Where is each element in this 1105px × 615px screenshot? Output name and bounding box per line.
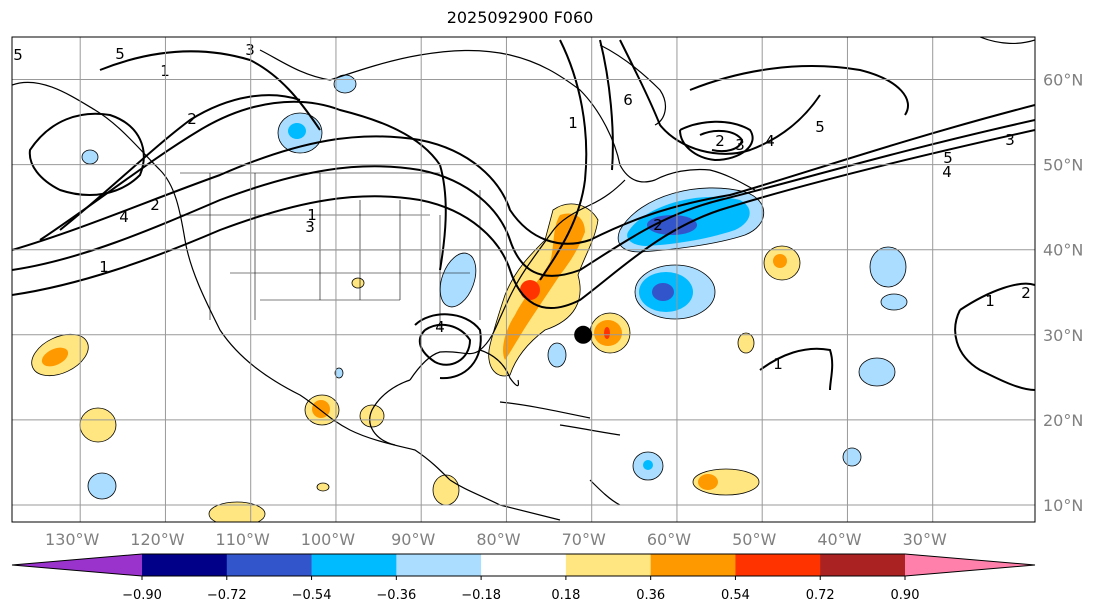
contour-label: 2: [187, 110, 197, 128]
longitude-tick-label: 50°W: [732, 530, 776, 549]
latitude-tick-label: 10°N: [1043, 496, 1083, 515]
map-title: 2025092900 F060: [446, 8, 594, 27]
latitude-labels: 60°N 50°N 40°N 30°N 20°N 10°N: [1043, 71, 1083, 515]
colorbar-segment: [565, 554, 652, 576]
latitude-tick-label: 50°N: [1043, 156, 1083, 175]
contour-label: 2: [653, 216, 663, 234]
contour-label: 4: [765, 132, 775, 150]
colorbar-segment: [396, 554, 482, 576]
longitude-tick-label: 40°W: [817, 530, 861, 549]
map-frame: [11, 36, 1036, 523]
contour-label: 3: [245, 41, 255, 59]
longitude-tick-label: 60°W: [647, 530, 691, 549]
longitude-tick-label: 90°W: [391, 530, 435, 549]
longitude-tick-label: 110°W: [216, 530, 271, 549]
latitude-tick-label: 60°N: [1043, 71, 1083, 90]
contour-label: 5: [943, 149, 953, 167]
contour-label: 3: [735, 136, 745, 154]
coastlines: [12, 37, 1035, 521]
contour-label: 1: [307, 206, 317, 224]
colorbar-tick-label: 0.18: [551, 588, 580, 603]
latitude-tick-label: 20°N: [1043, 411, 1083, 430]
contour-label: 5: [115, 45, 125, 63]
positive-anomalies: [31, 203, 801, 522]
longitude-tick-label: 70°W: [562, 530, 606, 549]
colorbar-tick-label: −0.54: [292, 588, 332, 603]
latitude-tick-label: 30°N: [1043, 326, 1083, 345]
colorbar-extend-high: [905, 554, 1035, 576]
colorbar-segment: [735, 554, 821, 576]
colorbar-segment: [650, 554, 736, 576]
contour-label: 5: [13, 46, 23, 64]
longitude-tick-label: 130°W: [45, 530, 100, 549]
colorbar-tick-label: −0.18: [461, 588, 501, 603]
gridlines: [12, 37, 1035, 522]
colorbar-tick-label: 0.36: [636, 588, 665, 603]
contour-label: 1: [99, 258, 109, 276]
contour-label: 2: [715, 132, 725, 150]
colorbar-segment: [481, 554, 567, 576]
contour-label: 4: [119, 208, 129, 226]
longitude-tick-label: 120°W: [130, 530, 185, 549]
colorbar-tick-label: 0.72: [806, 588, 835, 603]
contour-label: 1: [568, 114, 578, 132]
contour-label: 1: [773, 355, 783, 373]
colorbar-tick-label: −0.36: [376, 588, 416, 603]
latitude-tick-label: 40°N: [1043, 241, 1083, 260]
longitude-tick-label: 100°W: [301, 530, 356, 549]
contour-label: 2: [150, 196, 160, 214]
contour-label: 4: [942, 163, 952, 181]
colorbar-extend-low: [12, 554, 142, 576]
contour-label: 2: [1021, 284, 1031, 302]
longitude-labels: 130°W 120°W 110°W 100°W 90°W 80°W 70°W 60°W 50°W…: [45, 530, 947, 549]
colorbar-tick-label: 0.54: [721, 588, 750, 603]
colorbar-tick-label: −0.72: [207, 588, 247, 603]
contour-label: 3: [305, 218, 315, 236]
colorbar-tick-label: 0.90: [891, 588, 920, 603]
contour-label: 4: [435, 318, 445, 336]
colorbar: −0.90 −0.72 −0.54 −0.36 −0.18 0.18 0.36 0.54 0.7…: [11, 553, 1036, 603]
contour-label: 6: [623, 91, 633, 109]
colorbar-tick-label: −0.90: [122, 588, 162, 603]
negative-anomalies: [81, 74, 908, 500]
colorbar-segment: [226, 554, 313, 576]
colorbar-segment: [311, 554, 397, 576]
contour-label: 3: [1005, 131, 1015, 149]
storm-center-marker: [574, 325, 593, 344]
longitude-tick-label: 30°W: [903, 530, 947, 549]
colorbar-segment: [142, 554, 228, 576]
colorbar-segment: [820, 554, 906, 576]
longitude-tick-label: 80°W: [476, 530, 520, 549]
contour-label: 5: [815, 118, 825, 136]
contour-label: 1: [985, 292, 995, 310]
